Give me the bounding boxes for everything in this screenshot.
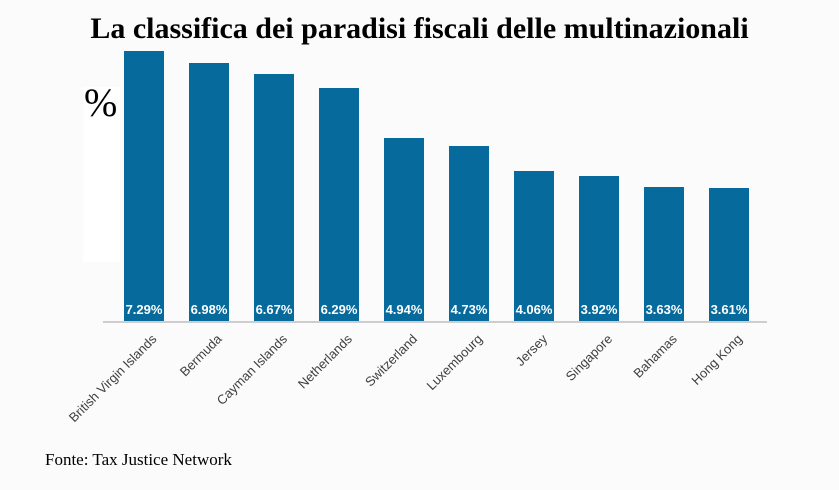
bar-value-label: 3.92% [580, 302, 618, 317]
x-axis-category-label: Bahamas [630, 331, 680, 381]
bar: 3.61% [709, 188, 749, 322]
bar-value-label: 6.67% [255, 302, 293, 317]
y-axis-unit-box: % [83, 81, 120, 262]
x-axis-category-label: Cayman Islands [213, 331, 290, 408]
bar-value-label: 4.06% [515, 302, 553, 317]
bar-value-label: 3.61% [710, 302, 748, 317]
source-note: Fonte: Tax Justice Network [45, 450, 232, 469]
bar-value-label: 7.29% [125, 302, 163, 317]
bar: 4.06% [514, 171, 554, 322]
x-axis-category-label: Singapore [562, 331, 615, 384]
x-axis-category-label: Luxembourg [423, 331, 485, 394]
bar: 4.73% [449, 146, 489, 322]
x-axis-category-label: Bermuda [176, 331, 225, 380]
bar: 3.63% [644, 187, 684, 322]
bar: 6.67% [254, 74, 294, 322]
bar: 3.92% [579, 176, 619, 322]
bar-value-label: 3.63% [645, 302, 683, 317]
x-axis-line [103, 321, 767, 323]
x-axis-category-label: British Virgin Islands [66, 331, 160, 426]
y-axis-unit-label: % [84, 80, 118, 125]
bar: 4.94% [384, 138, 424, 322]
bar-value-label: 6.29% [320, 302, 358, 317]
bar: 6.29% [319, 88, 359, 322]
bar-value-label: 6.98% [190, 302, 228, 317]
x-axis-category-label: Hong Kong [688, 331, 745, 388]
x-axis-category-label: Netherlands [294, 331, 355, 392]
bar: 7.29% [124, 51, 164, 322]
x-axis-category-label: Jersey [512, 331, 550, 369]
bar-value-label: 4.73% [450, 302, 488, 317]
bar: 6.98% [189, 63, 229, 322]
chart-title: La classifica dei paradisi fiscali delle… [90, 12, 749, 45]
bar-value-label: 4.94% [385, 302, 423, 317]
x-axis-category-label: Switzerland [361, 331, 420, 390]
